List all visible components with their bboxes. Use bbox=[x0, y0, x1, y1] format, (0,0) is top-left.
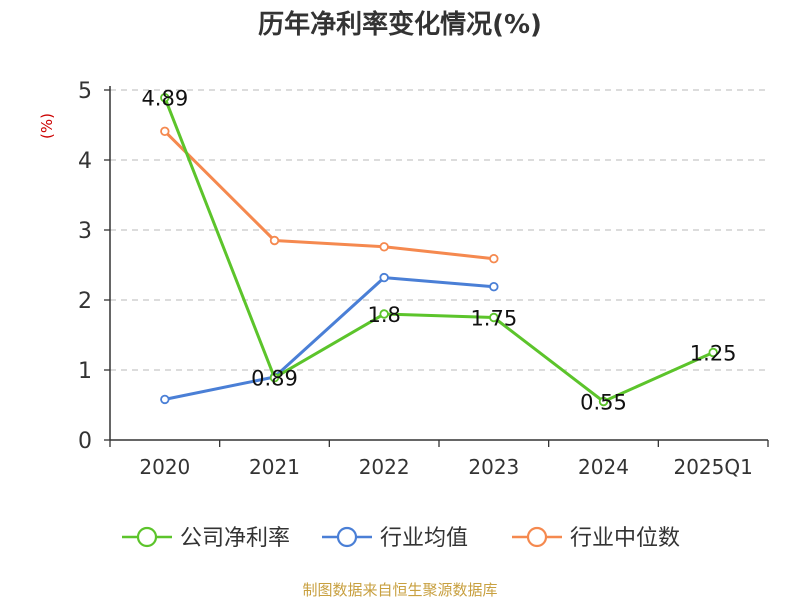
y-tick-label: 1 bbox=[78, 359, 92, 384]
data-point bbox=[489, 312, 499, 323]
y-tick-label: 5 bbox=[78, 79, 92, 104]
data-label: 4.89 bbox=[141, 87, 188, 111]
x-tick-label: 2023 bbox=[468, 455, 519, 479]
y-tick-label: 4 bbox=[78, 149, 92, 174]
data-point bbox=[708, 347, 718, 358]
y-tick-labels: 0 1 2 3 4 5 bbox=[78, 79, 110, 454]
legend: 公司净利率 行业均值 行业中位数 bbox=[122, 526, 680, 551]
data-point bbox=[160, 394, 170, 405]
chart-title: 历年净利率变化情况(%) bbox=[258, 9, 542, 40]
series-line-0 bbox=[163, 97, 714, 403]
data-point bbox=[379, 242, 389, 252]
y-tick-label: 2 bbox=[78, 289, 92, 314]
x-tick-label: 2020 bbox=[139, 455, 190, 479]
data-point bbox=[489, 254, 499, 264]
series-line-1 bbox=[164, 276, 494, 401]
source-note: 制图数据来自恒生聚源数据库 bbox=[302, 581, 497, 599]
data-point bbox=[598, 396, 609, 407]
series-line-2 bbox=[163, 130, 494, 261]
data-point bbox=[160, 92, 170, 103]
x-tick-label: 2025Q1 bbox=[673, 455, 752, 479]
legend-marker bbox=[336, 526, 358, 548]
legend-label: 行业均值 bbox=[380, 526, 468, 551]
x-tick-labels: 2020 2021 2022 2023 2024 2025Q1 bbox=[139, 455, 752, 479]
data-point bbox=[379, 309, 389, 319]
data-point bbox=[160, 126, 170, 136]
data-label: 1.8 bbox=[367, 303, 400, 327]
x-tick-label: 2021 bbox=[249, 455, 300, 479]
x-tick-label: 2022 bbox=[359, 455, 410, 479]
axes bbox=[109, 86, 769, 447]
data-label: 1.25 bbox=[690, 342, 737, 366]
y-axis-unit: (%) bbox=[38, 113, 56, 139]
data-point bbox=[269, 235, 280, 246]
series-lines bbox=[160, 92, 718, 407]
legend-marker bbox=[136, 526, 158, 548]
legend-label: 公司净利率 bbox=[180, 526, 290, 551]
grid-lines bbox=[110, 89, 768, 371]
data-label: 1.75 bbox=[470, 307, 517, 331]
data-point bbox=[379, 272, 389, 283]
data-point bbox=[269, 373, 280, 383]
x-tick-label: 2024 bbox=[578, 455, 629, 479]
data-label: 0.89 bbox=[251, 367, 298, 391]
y-tick-label: 0 bbox=[78, 429, 92, 454]
legend-label: 行业中位数 bbox=[570, 526, 680, 551]
y-tick-label: 3 bbox=[78, 219, 92, 244]
legend-marker bbox=[526, 526, 548, 548]
data-label: 0.55 bbox=[580, 391, 627, 415]
data-labels: 4.89 0.89 1.8 1.75 0.55 1.25 bbox=[141, 87, 736, 415]
data-point bbox=[489, 282, 499, 292]
